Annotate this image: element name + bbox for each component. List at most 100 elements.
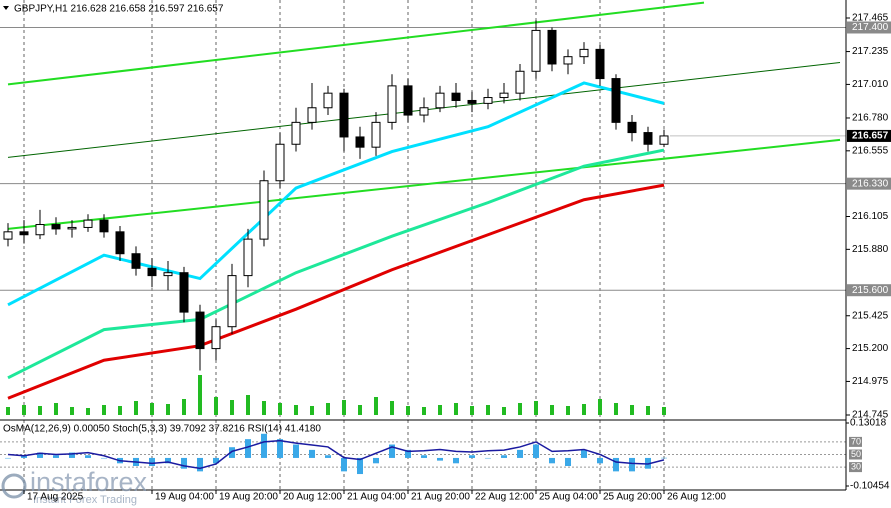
candle-body (3, 231, 13, 240)
volume-bar (54, 403, 58, 415)
osma-bar (21, 455, 27, 458)
candle-body (307, 107, 317, 123)
volume-bar (470, 406, 474, 415)
indicator-level-box (849, 462, 862, 473)
volume-bar (646, 406, 650, 415)
candle-body (499, 92, 509, 99)
y-tick-label: 216.105 (852, 211, 889, 222)
volume-bar (310, 406, 314, 415)
volume-bar (214, 397, 218, 415)
candle-body (563, 56, 573, 65)
chart-title: GBPJPY,H1 216.628 216.658 216.597 216.65… (14, 4, 224, 15)
volume-bar (342, 400, 346, 415)
candle-body (163, 272, 173, 277)
x-tick-label: 25 Aug 20:00 (603, 492, 662, 503)
osma-bar (597, 457, 603, 464)
price-level-label: 216.330 (852, 178, 889, 189)
candle-body (611, 78, 621, 123)
y-tick-label: 217.235 (852, 46, 889, 57)
osma-bar (69, 452, 75, 458)
volume-bar (38, 406, 42, 415)
volume-bar (406, 406, 410, 415)
price-level-label: 215.600 (852, 285, 889, 296)
volume-bar (662, 407, 666, 415)
osma-bar (661, 457, 667, 459)
candle-body (579, 48, 589, 58)
osma-bar (581, 449, 587, 458)
candle-body (659, 135, 669, 145)
volume-bar (390, 401, 394, 415)
volume-bar (358, 405, 362, 415)
osma-bar (293, 444, 299, 458)
candle-body (147, 267, 157, 277)
x-tick-label: 20 Aug 12:00 (283, 492, 342, 503)
osma-bar (53, 455, 59, 458)
y-tick-label: 215.425 (852, 310, 889, 321)
candle-body (115, 231, 125, 255)
volume-bar (534, 401, 538, 415)
volume-bar (278, 403, 282, 415)
volume-bar (86, 408, 90, 415)
candle-body (435, 92, 445, 109)
volume-bar (166, 404, 170, 415)
y-tick-label: 214.975 (852, 376, 889, 387)
candle-body (643, 132, 653, 145)
y-tick-label: 217.010 (852, 79, 889, 90)
candle-body (595, 48, 605, 80)
watermark-logo (1, 473, 27, 499)
osma-bar (501, 455, 507, 458)
volume-bar (422, 407, 426, 415)
y-tick-label: 215.880 (852, 244, 889, 255)
x-tick-label: 19 Aug 04:00 (155, 492, 214, 503)
candle-body (83, 219, 93, 228)
osma-bar (325, 455, 331, 458)
y-tick-label: 216.555 (852, 145, 889, 156)
volume-bar (566, 406, 570, 415)
osma-bar (85, 455, 91, 458)
y-tick-label: 215.200 (852, 343, 889, 354)
candle-body (67, 226, 77, 230)
watermark-tagline: Instant Forex Trading (33, 494, 137, 506)
indicator-level-label: 30 (851, 461, 861, 471)
osma-bar (37, 452, 43, 458)
osma-bar (437, 457, 443, 461)
osma-bar (421, 455, 427, 458)
volume-bar (118, 406, 122, 415)
current-price-label: 216.657 (852, 131, 889, 142)
osma-bar (229, 447, 235, 458)
candle-body (227, 275, 237, 328)
watermark-brand: instaforex (30, 467, 148, 497)
volume-bar (438, 405, 442, 415)
trendline (7, 138, 841, 230)
osma-bar (629, 457, 635, 472)
candle-body (131, 253, 141, 269)
candle-body (467, 99, 477, 104)
volume-bar (102, 405, 106, 415)
candle-body (291, 121, 301, 145)
volume-bar (294, 405, 298, 415)
volume-bar (182, 399, 186, 415)
volume-bar (198, 375, 202, 415)
osma-bar (341, 457, 347, 472)
candle-body (211, 326, 221, 350)
osma-bar (277, 439, 283, 458)
watermark: instaforex Instant Forex Trading (1, 467, 148, 506)
moving-average (7, 148, 665, 380)
moving-average (7, 183, 665, 400)
candle-body (531, 29, 541, 72)
indicator-level-box (849, 449, 862, 460)
x-tick-label: 21 Aug 20:00 (411, 492, 470, 503)
y-tick-label: 217.465 (852, 13, 889, 24)
x-tick-label: 25 Aug 04:00 (539, 492, 598, 503)
indicator-title: OsMA(12,26,9) 0.00050 Stoch(5,3,3) 39.70… (3, 424, 321, 435)
osma-bar (613, 457, 619, 472)
volume-bar (134, 401, 138, 415)
volume-bar (518, 403, 522, 415)
volume-bar (582, 404, 586, 415)
osma-bar (485, 457, 491, 459)
osma-bar (309, 449, 315, 458)
candle-body (547, 29, 557, 65)
candle-body (35, 224, 45, 236)
